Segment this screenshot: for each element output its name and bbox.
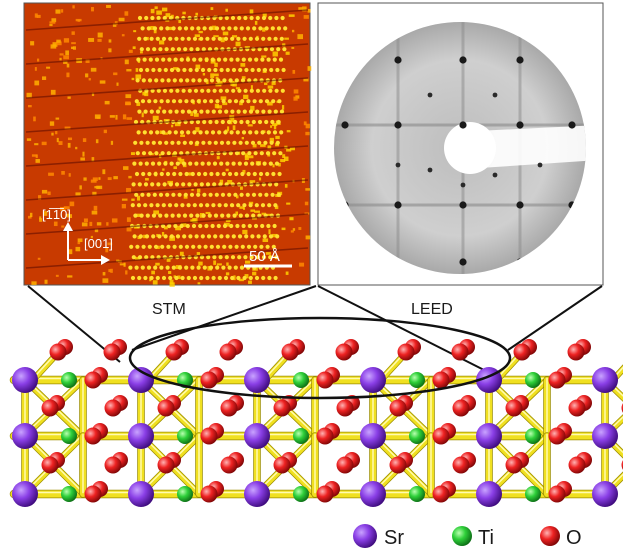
stm-image-panel [23,2,312,287]
scale-bar-label: 50 Å [249,248,280,265]
sr-legend-marker [353,524,377,548]
crystal-direction-arrows [63,222,110,265]
direction-label-1-10: [1̅1̅0] [42,207,71,222]
o-legend-label: O [566,527,582,549]
ti-legend-marker [452,526,472,546]
leed-label: LEED [411,301,453,318]
direction-label-001: [001] [84,236,113,251]
ti-legend-label: Ti [478,527,494,549]
o-legend-marker [540,526,560,546]
legend: Sr Ti O [353,524,582,549]
surface-ellipse [128,316,512,400]
stm-label: STM [152,301,186,318]
srtio3-lattice [9,339,623,507]
sr-legend-label: Sr [384,527,404,549]
leed-image-panel [317,2,604,286]
